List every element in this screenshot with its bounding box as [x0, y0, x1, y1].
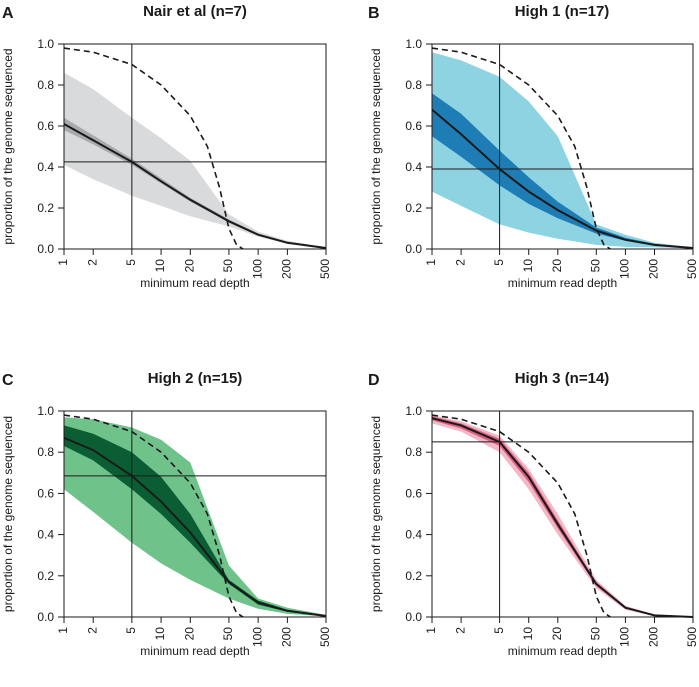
panel-c: 1 2 5 10 20 50 100 200 500 0.0 0.2 0.4 0.6 0.8 1.0 mini… [1, 370, 332, 658]
y-axis-label: proportion of the genome sequenced [369, 416, 383, 612]
x-tick-label: 10 [521, 259, 535, 273]
y-tick-label: 0.2 [37, 569, 54, 583]
y-tick-label: 0.6 [37, 486, 54, 500]
y-tick-label: 0.8 [405, 78, 422, 92]
x-tick-label: 2 [85, 627, 99, 634]
plot-frame [431, 43, 694, 250]
x-tick-label: 200 [280, 259, 294, 279]
median-line [431, 417, 694, 618]
x-tick-label: 200 [280, 627, 294, 647]
y-tick-label: 0.0 [405, 610, 422, 624]
y-tick-label: 0.0 [405, 242, 422, 256]
dashed-reference-curve [431, 414, 611, 618]
outer-band [432, 415, 693, 617]
y-tick-label: 0.4 [405, 528, 422, 542]
y-axis-label: proportion of the genome sequenced [369, 48, 383, 244]
plot-frame [63, 410, 327, 618]
x-tick-label: 5 [124, 259, 138, 266]
y-tick-label: 0.0 [37, 610, 54, 624]
x-tick-label: 1 [424, 627, 438, 634]
x-axis-label: minimum read depth [140, 276, 249, 290]
y-tick-label: 0.8 [37, 445, 54, 459]
y-tick-label: 1.0 [37, 37, 54, 51]
x-tick-label: 50 [221, 259, 235, 273]
plot-frame [431, 410, 694, 618]
x-tick-label: 2 [453, 627, 467, 634]
median-line [431, 108, 694, 249]
panel-label: B [368, 5, 380, 22]
panel-title: Nair et al (n=7) [143, 3, 247, 20]
x-tick-label: 500 [318, 259, 332, 279]
x-axis-label: minimum read depth [140, 644, 249, 658]
x-tick-label: 50 [221, 627, 235, 641]
x-tick-label: 200 [647, 259, 661, 279]
x-tick-label: 5 [124, 627, 138, 634]
panel-b: 1 2 5 10 20 50 100 200 500 0.0 0.2 0.4 0.6 0.8 1.0 mini… [368, 3, 699, 290]
x-tick-label: 500 [685, 627, 699, 647]
y-axis-label: proportion of the genome sequenced [1, 48, 15, 244]
x-tick-label: 100 [250, 627, 264, 647]
y-tick-label: 1.0 [405, 404, 422, 418]
panel-title: High 2 (n=15) [148, 370, 243, 387]
y-tick-label: 0.2 [405, 201, 422, 215]
inner-band [432, 416, 693, 617]
x-tick-label: 10 [153, 627, 167, 641]
y-tick-label: 1.0 [405, 37, 422, 51]
y-tick-label: 0.2 [37, 201, 54, 215]
outer-band [64, 72, 326, 249]
x-tick-label: 20 [182, 627, 196, 641]
x-tick-label: 10 [521, 627, 535, 641]
y-tick-label: 0.4 [37, 160, 54, 174]
x-tick-label: 500 [318, 627, 332, 647]
panel-title: High 1 (n=17) [515, 3, 610, 20]
x-tick-label: 5 [492, 627, 506, 634]
x-tick-label: 100 [618, 259, 632, 279]
y-tick-label: 0.8 [405, 445, 422, 459]
y-axis-label: proportion of the genome sequenced [1, 416, 15, 612]
y-tick-label: 1.0 [37, 404, 54, 418]
y-tick-label: 0.4 [405, 160, 422, 174]
x-tick-label: 500 [685, 259, 699, 279]
y-tick-label: 0.8 [37, 78, 54, 92]
x-tick-label: 5 [492, 259, 506, 266]
panel-label: A [2, 5, 14, 22]
panel-label: C [2, 372, 14, 389]
y-tick-label: 0.4 [37, 528, 54, 542]
x-tick-label: 10 [153, 259, 167, 273]
x-tick-label: 1 [56, 259, 70, 266]
panel-label: D [368, 372, 380, 389]
x-tick-label: 2 [453, 259, 467, 266]
dashed-reference-curve [431, 47, 611, 250]
x-tick-label: 100 [618, 627, 632, 647]
x-tick-label: 100 [250, 259, 264, 279]
x-tick-label: 50 [588, 627, 602, 641]
y-tick-label: 0.2 [405, 569, 422, 583]
x-axis-label: minimum read depth [508, 644, 617, 658]
x-tick-label: 50 [588, 259, 602, 273]
y-tick-label: 0.6 [405, 119, 422, 133]
x-tick-label: 2 [85, 259, 99, 266]
x-tick-label: 20 [550, 259, 564, 273]
y-tick-label: 0.0 [37, 242, 54, 256]
y-tick-label: 0.6 [405, 486, 422, 500]
plot-frame [63, 43, 327, 250]
x-tick-label: 1 [424, 259, 438, 266]
x-tick-label: 1 [56, 627, 70, 634]
x-tick-label: 20 [550, 627, 564, 641]
panel-d: 1 2 5 10 20 50 100 200 500 0.0 0.2 0.4 0.6 0.8 1.0 mini… [368, 370, 699, 658]
outer-band [432, 52, 693, 249]
panel-a: 1 2 5 10 20 50 100 200 500 0.0 0.2 0.4 0.6 0.8 1.0 mini… [1, 3, 332, 290]
median-line [63, 436, 327, 617]
x-tick-label: 200 [647, 627, 661, 647]
inner-band [432, 93, 693, 249]
panel-title: High 3 (n=14) [515, 370, 610, 387]
dashed-reference-curve [63, 47, 244, 250]
x-tick-label: 20 [182, 259, 196, 273]
y-tick-label: 0.6 [37, 119, 54, 133]
median-line [63, 123, 327, 249]
x-axis-label: minimum read depth [508, 276, 617, 290]
